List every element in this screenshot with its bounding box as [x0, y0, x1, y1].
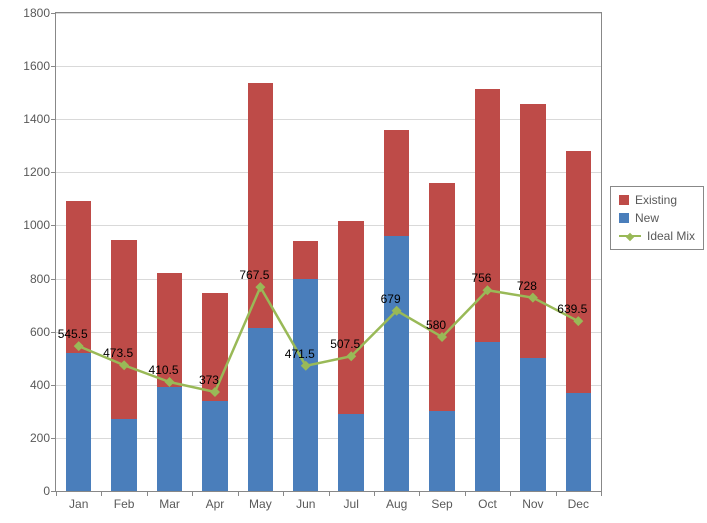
- ideal-mix-data-label: 756: [471, 271, 491, 285]
- x-tick-mark: [56, 491, 57, 496]
- ideal-mix-data-label: 580: [426, 318, 446, 332]
- x-tick-mark: [510, 491, 511, 496]
- legend-item-new: New: [619, 209, 695, 227]
- x-tick-mark: [556, 491, 557, 496]
- y-tick-label: 1600: [23, 59, 56, 73]
- legend-line-icon: [619, 235, 641, 237]
- x-tick-label: Jul: [344, 491, 359, 511]
- x-tick-mark: [374, 491, 375, 496]
- x-tick-label: Dec: [568, 491, 589, 511]
- legend-swatch-icon: [619, 213, 629, 223]
- ideal-mix-line: [56, 13, 601, 491]
- legend-label: Ideal Mix: [647, 229, 695, 243]
- y-tick-label: 1000: [23, 218, 56, 232]
- x-tick-label: Aug: [386, 491, 407, 511]
- x-tick-mark: [238, 491, 239, 496]
- legend-item-ideal: Ideal Mix: [619, 227, 695, 245]
- x-tick-label: Mar: [159, 491, 180, 511]
- x-tick-label: Jun: [296, 491, 315, 511]
- legend: Existing New Ideal Mix: [610, 186, 704, 250]
- ideal-mix-data-label: 473.5: [103, 346, 133, 360]
- y-tick-label: 200: [30, 431, 56, 445]
- ideal-mix-data-label: 767.5: [239, 268, 269, 282]
- ideal-mix-data-label: 679: [381, 292, 401, 306]
- legend-item-existing: Existing: [619, 191, 695, 209]
- x-tick-label: Oct: [478, 491, 497, 511]
- ideal-mix-data-label: 373: [199, 373, 219, 387]
- ideal-mix-data-label: 545.5: [58, 327, 88, 341]
- legend-marker-icon: [626, 233, 634, 241]
- ideal-mix-data-label: 471.5: [285, 347, 315, 361]
- x-tick-label: Apr: [206, 491, 225, 511]
- x-tick-mark: [192, 491, 193, 496]
- x-tick-mark: [147, 491, 148, 496]
- x-tick-label: Jan: [69, 491, 88, 511]
- y-tick-label: 800: [30, 272, 56, 286]
- x-tick-mark: [329, 491, 330, 496]
- y-tick-label: 600: [30, 325, 56, 339]
- x-tick-mark: [101, 491, 102, 496]
- y-tick-label: 1400: [23, 112, 56, 126]
- x-tick-label: Feb: [114, 491, 135, 511]
- x-tick-mark: [465, 491, 466, 496]
- y-tick-label: 1200: [23, 165, 56, 179]
- legend-label: Existing: [635, 193, 677, 207]
- ideal-mix-data-label: 728: [517, 279, 537, 293]
- x-tick-label: Sep: [431, 491, 452, 511]
- x-tick-label: May: [249, 491, 272, 511]
- ideal-mix-data-label: 639.5: [557, 302, 587, 316]
- legend-label: New: [635, 211, 659, 225]
- x-tick-label: Nov: [522, 491, 543, 511]
- x-tick-mark: [601, 491, 602, 496]
- ideal-mix-data-label: 410.5: [149, 363, 179, 377]
- y-tick-label: 0: [43, 484, 56, 498]
- x-tick-mark: [419, 491, 420, 496]
- combo-chart: 0 200 400 600 800 1000 1200 1400 1600 1800 Jan Feb M…: [0, 0, 707, 523]
- y-tick-label: 400: [30, 378, 56, 392]
- legend-swatch-icon: [619, 195, 629, 205]
- y-tick-label: 1800: [23, 6, 56, 20]
- ideal-mix-data-label: 507.5: [330, 337, 360, 351]
- plot-area: 020040060080010001200140016001800JanFebM…: [55, 12, 602, 492]
- x-tick-mark: [283, 491, 284, 496]
